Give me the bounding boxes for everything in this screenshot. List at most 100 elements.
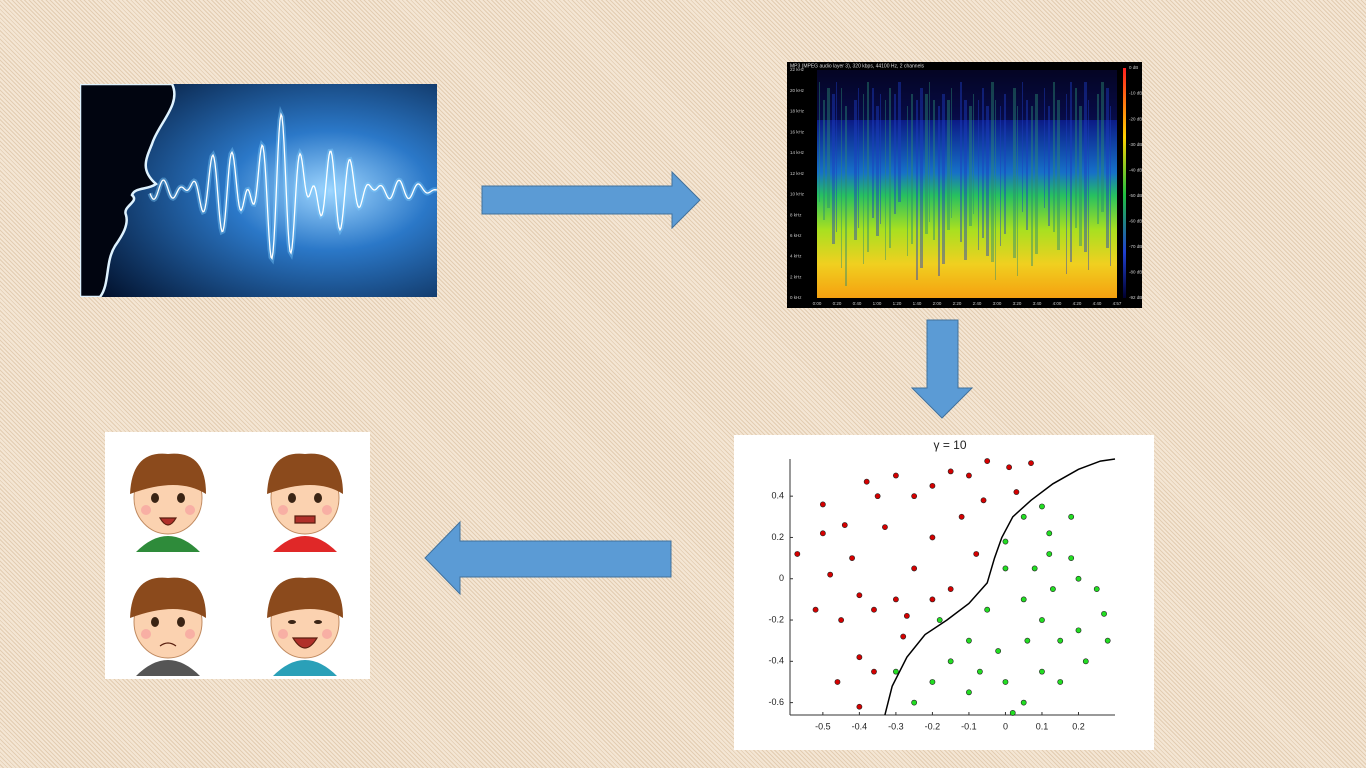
spectrogram-streak: [947, 100, 950, 230]
freq-label: 0 kHz: [790, 295, 802, 300]
spectrogram-streak: [986, 106, 989, 256]
shirt: [136, 660, 200, 676]
spectrogram-streak: [995, 100, 996, 280]
spectrogram-streak: [1075, 88, 1077, 228]
point: [856, 592, 863, 599]
point: [838, 617, 845, 623]
shirt: [136, 536, 200, 552]
spectrogram-streak: [938, 106, 940, 276]
spectrogram-streak: [898, 82, 901, 202]
spectrogram-streak: [951, 88, 952, 218]
spectrogram-streak: [907, 106, 908, 256]
spectrogram-streak: [1057, 100, 1060, 250]
eye: [288, 493, 296, 503]
mouth: [294, 515, 316, 524]
point: [856, 654, 863, 661]
eye: [314, 493, 322, 503]
point: [1057, 679, 1064, 685]
spectrogram-streak: [1004, 94, 1006, 234]
spectrogram-streak: [1013, 88, 1016, 258]
db-scale: [1123, 68, 1126, 298]
freq-label: 4 kHz: [790, 254, 802, 259]
spectrogram-streak: [1022, 82, 1023, 212]
arrow-right: [481, 170, 701, 230]
point: [892, 668, 899, 675]
spectrogram-streak: [836, 82, 837, 232]
spectrogram-streak: [942, 94, 945, 264]
spectrogram-streak: [920, 88, 923, 268]
time-label: 0:00: [813, 301, 822, 306]
hair: [130, 577, 206, 618]
cheek: [141, 505, 151, 515]
point: [1028, 460, 1034, 467]
time-label: 4:57: [1113, 301, 1122, 306]
eye: [177, 493, 185, 503]
spectrogram-streak: [1110, 106, 1111, 266]
db-label: -70 dB: [1129, 244, 1142, 249]
x-tick-label: -0.3: [888, 721, 904, 731]
y-tick-label: 0.4: [771, 491, 784, 501]
spectrogram-streak: [1053, 82, 1055, 232]
point: [1068, 555, 1075, 561]
eye: [314, 620, 322, 624]
x-tick-label: -0.2: [925, 721, 941, 731]
x-tick-label: 0.1: [1036, 721, 1049, 731]
db-label: -60 dB: [1129, 219, 1142, 224]
cheek: [278, 505, 288, 515]
spectrogram-streak: [823, 100, 825, 220]
time-label: 0:20: [833, 301, 842, 306]
point: [966, 689, 972, 696]
point: [1046, 530, 1053, 537]
time-label: 4:00: [1053, 301, 1062, 306]
point: [900, 633, 907, 640]
point: [936, 617, 943, 623]
spectrogram-streak: [832, 94, 835, 244]
point: [1075, 575, 1082, 582]
freq-label: 6 kHz: [790, 233, 802, 238]
point: [1020, 699, 1027, 706]
spectrogram-shade: [817, 70, 1117, 120]
point: [1031, 565, 1038, 572]
point: [947, 586, 954, 592]
spectrogram: MP3 (MPEG audio layer 3), 320 kbps, 4410…: [787, 62, 1142, 308]
point: [871, 668, 877, 675]
time-label: 4:20: [1073, 301, 1082, 306]
db-label: -30 dB: [1129, 142, 1142, 147]
x-tick-label: 0.2: [1072, 721, 1085, 731]
spectrogram-streak: [1035, 94, 1038, 254]
eye: [288, 620, 296, 624]
spectrogram-streak: [841, 88, 842, 268]
eye: [151, 493, 159, 503]
spectrogram-streak: [854, 100, 857, 240]
point: [834, 679, 841, 685]
spectrogram-streak: [1048, 106, 1050, 226]
point: [892, 596, 899, 603]
db-label: -10 dB: [1129, 91, 1142, 96]
spectrogram-streak: [1079, 106, 1082, 246]
cheek: [322, 505, 332, 515]
face-silhouette: [80, 84, 176, 297]
point: [911, 493, 918, 500]
spectrogram-streak: [1084, 82, 1087, 252]
point: [1039, 617, 1045, 623]
time-label: 1:20: [893, 301, 902, 306]
cheek: [141, 629, 151, 639]
point: [1050, 586, 1056, 592]
emotion-faces: [105, 432, 370, 679]
spectrogram-streak: [978, 100, 979, 250]
point: [874, 493, 881, 500]
point: [1039, 503, 1045, 510]
spectrogram-streak: [845, 106, 847, 286]
freq-label: 2 kHz: [790, 274, 802, 279]
time-label: 1:00: [873, 301, 882, 306]
spectrogram-streak: [929, 82, 930, 222]
spectrogram-streak: [880, 94, 881, 224]
point: [929, 596, 936, 603]
point: [871, 606, 877, 613]
point: [1024, 637, 1031, 644]
point: [819, 501, 826, 508]
hair: [130, 453, 206, 494]
point: [984, 606, 991, 613]
time-label: 3:00: [993, 301, 1002, 306]
